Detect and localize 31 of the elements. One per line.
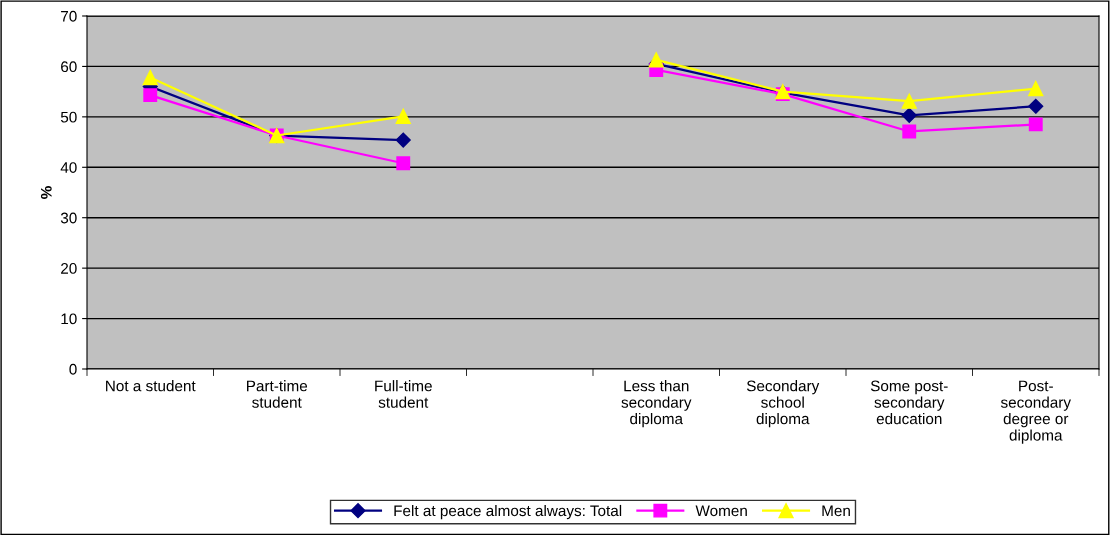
y-tick-label: 50: [60, 111, 77, 123]
point: [901, 93, 917, 109]
y-tick-label: 0: [69, 363, 77, 375]
point: [1028, 80, 1044, 97]
point: [396, 156, 411, 171]
point: [1028, 117, 1043, 132]
point: [1028, 98, 1044, 114]
point: [395, 132, 411, 148]
legend-label: Women: [695, 505, 747, 517]
y-tick-label: 10: [61, 313, 77, 325]
point: [902, 124, 917, 139]
point: [143, 88, 158, 103]
point: [142, 69, 158, 86]
y-tick-label: 20: [61, 263, 77, 274]
x-tick-label: Post- secondary degree or diploma: [1000, 380, 1071, 444]
point: [901, 107, 917, 123]
x-tick-label: Less than secondary diploma: [621, 380, 692, 428]
y-tick-label: 70: [61, 10, 77, 22]
y-tick-label: 60: [61, 61, 77, 73]
x-tick-label: Not a student: [106, 380, 196, 392]
y-tick-label: 40: [60, 162, 77, 173]
legend-label: Men: [822, 505, 850, 517]
x-tick-label: Part-time student: [247, 380, 308, 408]
legend-label: Felt at peace almost always: Total: [394, 504, 622, 520]
y-axis-title: %: [40, 186, 52, 199]
x-tick-label: Full-time student: [375, 380, 432, 408]
x-tick-label: Some post- secondary education: [870, 380, 948, 425]
point: [648, 52, 664, 68]
point: [395, 108, 411, 124]
y-tick-label: 30: [60, 212, 77, 224]
x-tick-label: Secondary school diploma: [746, 380, 820, 428]
